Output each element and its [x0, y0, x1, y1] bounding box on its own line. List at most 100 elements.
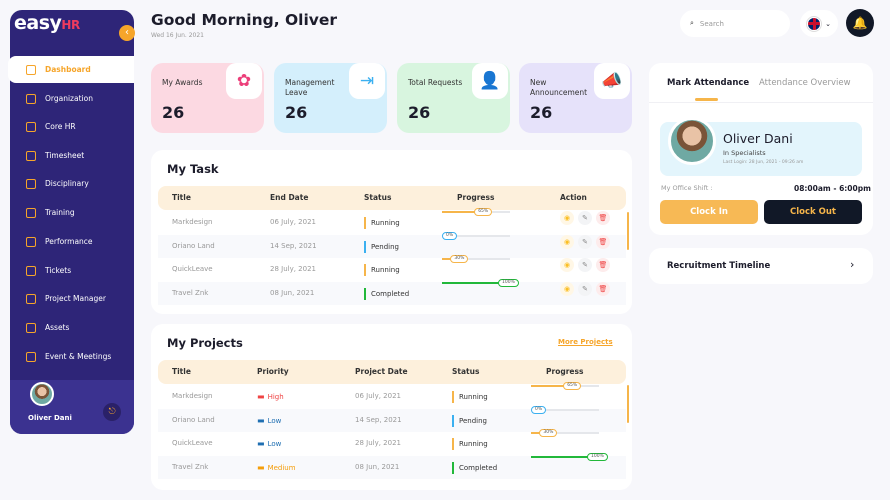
table-row[interactable]: Travel Znk 08 Jun, 2021 Completed 100% ◉ ✎ 🗑: [158, 278, 626, 305]
gear-icon: [26, 121, 36, 132]
profile-role: In Specialists: [723, 149, 766, 157]
logout-icon[interactable]: ⎋: [103, 403, 121, 421]
assets-icon: [26, 322, 36, 333]
edit-icon[interactable]: ✎: [578, 258, 592, 272]
tab-attendance-overview[interactable]: Attendance Overview: [759, 78, 851, 88]
progress-bar: 100%: [531, 452, 608, 461]
shift-label: My Office Shift :: [661, 184, 713, 192]
status-badge: Running: [364, 217, 400, 229]
delete-icon[interactable]: 🗑: [596, 281, 610, 296]
table-row[interactable]: Oriano Land 14 Sep, 2021 Pending 0% ◉ ✎ 🗑: [158, 231, 626, 258]
shift-time: 08:00am - 6:00pm: [794, 184, 871, 193]
sidebar-user-name: Oliver Dani: [28, 414, 72, 422]
chevron-right-icon[interactable]: ›: [850, 258, 855, 271]
uk-flag-icon: [807, 16, 822, 31]
my-projects-title: My Projects: [167, 336, 243, 350]
notification-bell-icon[interactable]: 🔔: [846, 9, 874, 37]
view-icon[interactable]: ◉: [560, 234, 574, 249]
avatar: [30, 382, 54, 406]
progress-bar: 65%: [531, 382, 599, 390]
table-row[interactable]: QuickLeave 28 July, 2021 Running 30% ◉ ✎ 🗑: [158, 255, 626, 281]
ticket-icon: [26, 265, 36, 276]
status-badge: Running: [452, 391, 488, 403]
sidebar-item-dashboard[interactable]: Dashboard: [8, 56, 134, 83]
sidebar-item-timesheet[interactable]: Timesheet: [8, 142, 134, 169]
status-badge: Completed: [364, 287, 409, 300]
status-badge: Running: [452, 438, 488, 450]
search-icon: ⌕: [690, 19, 694, 27]
table-row[interactable]: QuickLeave ▬ Low 28 July, 2021 Running 30%: [158, 429, 626, 455]
scrollbar[interactable]: [627, 212, 629, 250]
delete-icon[interactable]: 🗑: [596, 211, 610, 225]
progress-bar: 30%: [531, 429, 599, 437]
sidebar-item-training[interactable]: Training: [8, 199, 134, 226]
progress-bar: 0%: [531, 405, 599, 414]
table-row[interactable]: Travel Znk ▬ Medium 08 Jun, 2021 Completed 10…: [158, 452, 626, 479]
priority-dot-icon: ▬: [257, 462, 265, 472]
status-badge: Completed: [452, 461, 497, 474]
search-input[interactable]: ⌕ Search: [680, 10, 790, 37]
calendar-icon: [26, 93, 36, 104]
sidebar-item-disciplinary[interactable]: Disciplinary: [8, 170, 134, 197]
tab-mark-attendance[interactable]: Mark Attendance: [667, 78, 750, 88]
progress-label: 65%: [563, 382, 582, 390]
sidebar-item-tickets[interactable]: Tickets: [8, 257, 134, 284]
status-badge: Pending: [452, 414, 487, 427]
warning-icon: [26, 178, 36, 189]
profile-name: Oliver Dani: [723, 131, 793, 146]
view-icon[interactable]: ◉: [560, 211, 574, 225]
progress-bar: 0%: [442, 231, 510, 240]
priority-dot-icon: ▬: [257, 392, 265, 401]
award-icon: ✿: [226, 63, 262, 99]
sidebar-item-organization[interactable]: Organization: [8, 85, 134, 112]
status-badge: Pending: [364, 240, 399, 253]
megaphone-icon: 📣: [594, 63, 630, 99]
sidebar-item-performance[interactable]: Performance: [8, 228, 134, 255]
stat-card[interactable]: My Awards 26 ✿: [151, 63, 264, 133]
progress-bar: 30%: [442, 255, 510, 263]
sidebar-item-event-meetings[interactable]: Event & Meetings: [8, 343, 134, 370]
sidebar-item-assets[interactable]: Assets: [8, 314, 134, 341]
language-select[interactable]: ⌄: [800, 10, 838, 37]
chevron-down-icon: ⌄: [825, 19, 831, 28]
progress-bar: 100%: [442, 278, 519, 287]
stat-card[interactable]: Total Requests 26 👤: [397, 63, 510, 133]
delete-icon[interactable]: 🗑: [596, 258, 610, 272]
table-row[interactable]: Oriano Land ▬ Low 14 Sep, 2021 Pending 0%: [158, 405, 626, 432]
table-row[interactable]: Markdesign 06 July, 2021 Running 65% ◉ ✎ 🗑: [158, 208, 626, 234]
stat-card[interactable]: Management Leave 26 ⇥: [274, 63, 387, 133]
training-icon: [26, 207, 36, 218]
clock-out-button[interactable]: Clock Out: [764, 200, 862, 224]
exit-door-icon: ⇥: [349, 63, 385, 99]
edit-icon[interactable]: ✎: [578, 234, 592, 249]
divider: [649, 102, 873, 103]
my-task-title: My Task: [167, 162, 219, 176]
clock-in-button[interactable]: Clock In: [660, 200, 758, 224]
table-row[interactable]: Markdesign ▬ High 06 July, 2021 Running 65%: [158, 382, 626, 408]
scrollbar[interactable]: [627, 385, 629, 423]
progress-bar: 65%: [442, 208, 510, 216]
table-header: Title Priority Project Date Status Progress: [158, 360, 626, 384]
logo: easyHR: [14, 12, 80, 34]
view-icon[interactable]: ◉: [560, 258, 574, 272]
progress-label: 0%: [531, 405, 547, 414]
greeting: Good Morning, Oliver: [151, 11, 338, 29]
more-projects-link[interactable]: More Projects: [558, 338, 613, 346]
view-icon[interactable]: ◉: [560, 281, 574, 296]
edit-icon[interactable]: ✎: [578, 281, 592, 296]
priority-dot-icon: ▬: [257, 415, 265, 425]
profile-photo: [668, 117, 716, 165]
chart-icon: [26, 236, 36, 247]
priority-badge: ▬ Medium: [257, 462, 296, 472]
active-tab-indicator: [695, 98, 718, 101]
edit-icon[interactable]: ✎: [578, 211, 592, 225]
sidebar-item-core-hr[interactable]: Core HR: [8, 113, 134, 140]
stat-card[interactable]: New Announcement 26 📣: [519, 63, 632, 133]
progress-label: 65%: [474, 208, 493, 216]
recruitment-timeline[interactable]: [649, 248, 873, 284]
priority-badge: ▬ High: [257, 392, 284, 401]
clock-icon: [26, 150, 36, 161]
sidebar-item-project-manager[interactable]: Project Manager: [8, 285, 134, 312]
collapse-sidebar-button[interactable]: ‹: [119, 25, 135, 41]
delete-icon[interactable]: 🗑: [596, 234, 610, 249]
